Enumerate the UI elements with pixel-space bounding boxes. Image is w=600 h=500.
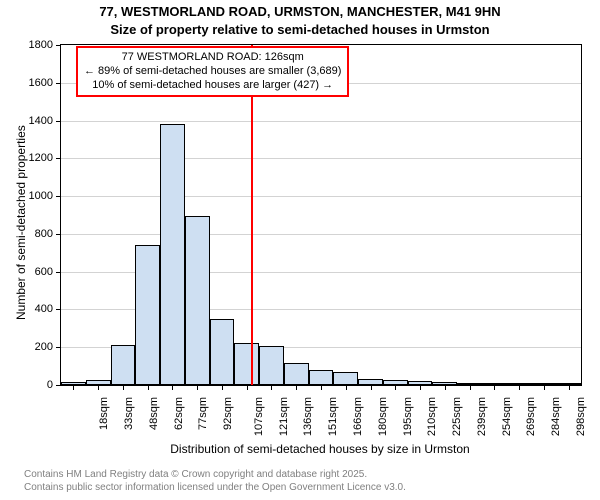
footnote-line-1: Contains HM Land Registry data © Crown c…	[24, 469, 406, 482]
x-tick	[222, 385, 223, 390]
x-tick	[544, 385, 545, 390]
x-tick	[519, 385, 520, 390]
annotation-line-1: 77 WESTMORLAND ROAD: 126sqm	[84, 51, 341, 65]
y-tick-label: 200	[35, 341, 53, 353]
y-tick-label: 1000	[29, 190, 53, 202]
annotation-line-3: 10% of semi-detached houses are larger (…	[84, 79, 341, 93]
x-tick-label: 284sqm	[550, 397, 562, 436]
grid-line	[61, 121, 581, 122]
x-tick-label: 151sqm	[327, 397, 339, 436]
x-tick-label: 269sqm	[525, 397, 537, 436]
histogram-bar	[333, 372, 358, 385]
x-tick	[445, 385, 446, 390]
x-tick-label: 210sqm	[426, 397, 438, 436]
x-tick	[296, 385, 297, 390]
x-tick-label: 33sqm	[123, 397, 135, 430]
x-tick	[123, 385, 124, 390]
x-tick	[271, 385, 272, 390]
y-tick	[56, 385, 61, 386]
histogram-bar	[234, 343, 259, 385]
histogram-bar	[210, 319, 235, 385]
x-axis-label: Distribution of semi-detached houses by …	[60, 442, 580, 456]
x-tick-label: 107sqm	[253, 397, 265, 436]
grid-line	[61, 234, 581, 235]
histogram-bar	[111, 345, 136, 385]
annotation-box: 77 WESTMORLAND ROAD: 126sqm← 89% of semi…	[76, 46, 349, 97]
annotation-line-2: ← 89% of semi-detached houses are smalle…	[84, 65, 341, 79]
y-tick-label: 1200	[29, 152, 53, 164]
x-tick	[346, 385, 347, 390]
x-tick-label: 136sqm	[303, 397, 315, 436]
y-tick-label: 600	[35, 266, 53, 278]
y-tick-label: 1600	[29, 77, 53, 89]
x-tick-label: 298sqm	[575, 397, 587, 436]
x-tick-label: 195sqm	[402, 397, 414, 436]
histogram-bar	[135, 245, 160, 385]
x-tick	[494, 385, 495, 390]
histogram-bar	[185, 216, 210, 385]
x-tick-label: 92sqm	[222, 397, 234, 430]
histogram-bar	[259, 346, 284, 385]
chart-title-line-2: Size of property relative to semi-detach…	[0, 22, 600, 37]
y-tick-label: 1800	[29, 39, 53, 51]
footnote-line-2: Contains public sector information licen…	[24, 482, 406, 495]
x-tick	[73, 385, 74, 390]
x-tick	[470, 385, 471, 390]
y-tick-label: 0	[47, 379, 53, 391]
y-tick	[56, 45, 61, 46]
histogram-bar	[284, 363, 309, 385]
x-tick-label: 254sqm	[501, 397, 513, 436]
x-tick	[371, 385, 372, 390]
x-tick-label: 48sqm	[148, 397, 160, 430]
x-tick-label: 77sqm	[197, 397, 209, 430]
x-tick	[172, 385, 173, 390]
x-tick-label: 225sqm	[451, 397, 463, 436]
y-tick-label: 400	[35, 303, 53, 315]
x-tick-label: 62sqm	[173, 397, 185, 430]
y-tick-label: 1400	[29, 115, 53, 127]
x-tick-label: 180sqm	[377, 397, 389, 436]
y-tick-label: 800	[35, 228, 53, 240]
grid-line	[61, 158, 581, 159]
x-tick-label: 18sqm	[98, 397, 110, 430]
chart-title-line-1: 77, WESTMORLAND ROAD, URMSTON, MANCHESTE…	[0, 4, 600, 19]
x-tick	[247, 385, 248, 390]
x-tick	[148, 385, 149, 390]
x-tick-label: 239sqm	[476, 397, 488, 436]
x-tick-label: 121sqm	[278, 397, 290, 436]
x-tick	[321, 385, 322, 390]
x-tick	[197, 385, 198, 390]
x-tick	[569, 385, 570, 390]
histogram-bar	[160, 124, 185, 385]
x-tick	[395, 385, 396, 390]
grid-line	[61, 196, 581, 197]
data-source-footnote: Contains HM Land Registry data © Crown c…	[24, 469, 406, 494]
x-tick	[420, 385, 421, 390]
x-tick-label: 166sqm	[352, 397, 364, 436]
x-tick	[98, 385, 99, 390]
y-axis-label: Number of semi-detached properties	[14, 125, 28, 320]
histogram-bar	[309, 370, 334, 385]
